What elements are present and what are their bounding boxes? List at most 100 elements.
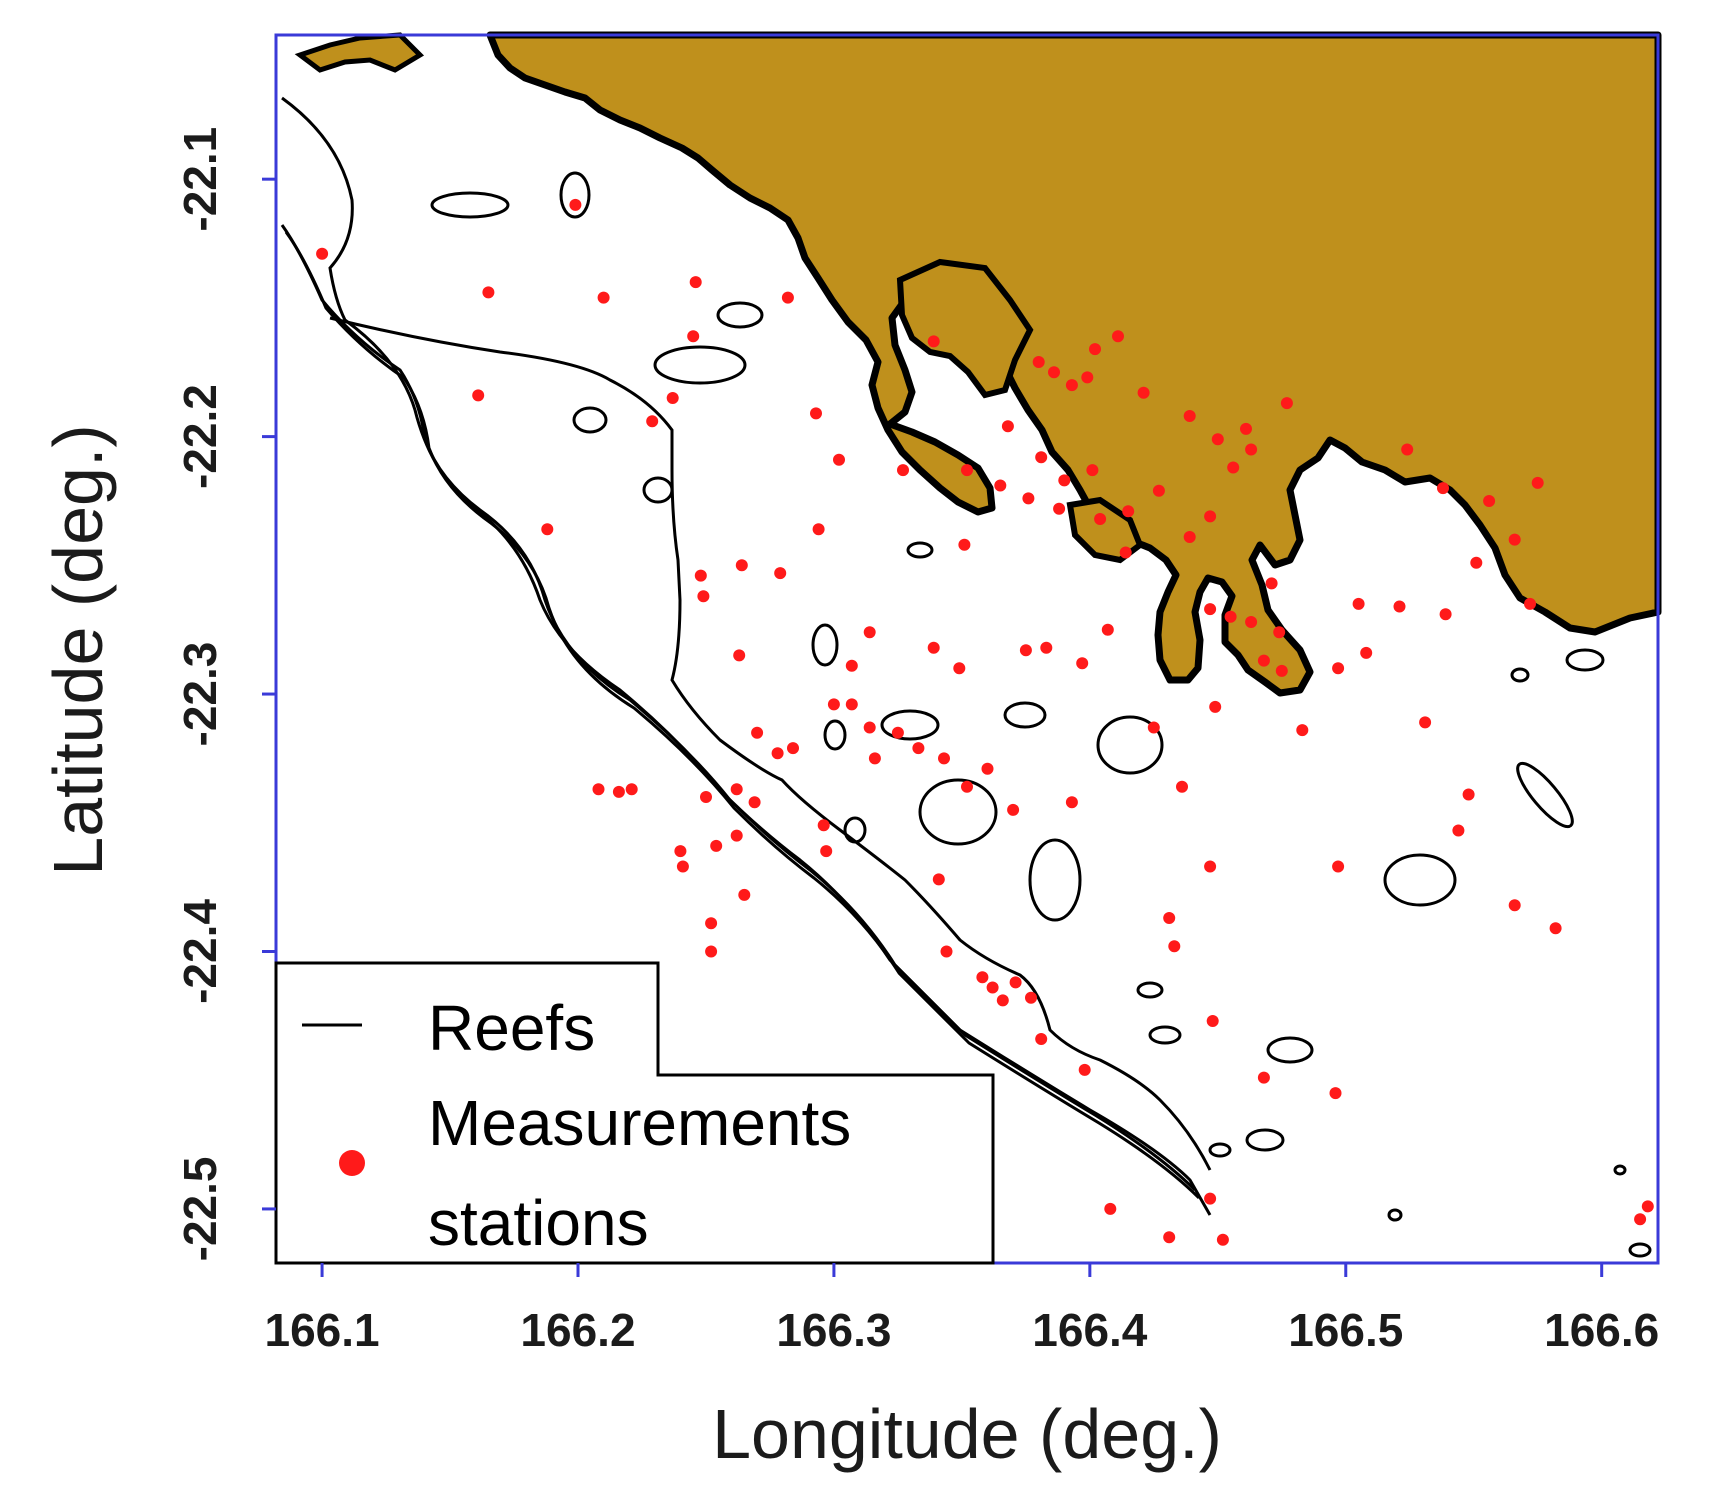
station-point [1245,443,1258,456]
station-point [687,330,700,343]
station-point [1176,780,1188,793]
station-point [612,785,625,798]
station-point [676,860,689,873]
station-point [1216,1233,1229,1246]
station-point [1452,824,1465,837]
station-point [1257,654,1270,667]
station-point [845,698,858,711]
station-point [472,389,485,402]
station-point [694,569,707,582]
y-tick-label: -22.4 [174,899,226,1004]
station-point [1204,860,1217,873]
station-point [845,659,858,672]
station-point [787,742,799,755]
station-point [1245,616,1258,628]
station-point [1265,577,1278,590]
station-point [1211,433,1224,446]
station-point [666,392,679,404]
station-point [994,479,1007,492]
barrier-reef [280,96,1212,1216]
station-point [738,888,751,901]
station-point [1641,1200,1654,1213]
station-point [953,662,966,675]
station-point [1119,546,1132,559]
station-point [1022,492,1035,505]
station-point [735,559,748,572]
station-point [1053,502,1066,515]
station-point [976,971,989,984]
station-point [1483,495,1496,507]
station-point [730,829,743,842]
station-point [781,291,794,304]
station-point [1032,356,1045,368]
legend-station-swatch [339,1150,365,1176]
station-point [1065,796,1078,809]
station-point [981,762,994,775]
x-axis: 166.1 166.2 166.3 166.4 166.5 166.6 [265,1263,1659,1356]
y-tick-label: -22.2 [174,384,226,489]
station-point [1076,657,1089,670]
station-point [1240,422,1252,435]
station-point [751,726,764,739]
station-point [961,464,973,477]
station-point [1439,608,1452,621]
station-point [1360,646,1373,659]
station-point [1204,1192,1217,1205]
station-point [820,845,833,858]
station-point [625,783,638,796]
station-point [1206,1015,1219,1027]
station-point [863,626,876,639]
station-point [1296,724,1309,737]
station-point [1009,976,1022,989]
station-point [646,415,659,428]
station-point [710,839,723,852]
station-point [1137,386,1150,399]
station-point [733,649,746,662]
x-tick-label: 166.4 [1032,1304,1148,1356]
x-tick-label: 166.3 [776,1304,891,1356]
station-point [1332,860,1345,873]
station-point [1275,664,1288,677]
x-axis-title: Longitude (deg.) [712,1395,1222,1473]
station-point [1147,721,1160,734]
station-point [1163,1231,1176,1244]
x-tick-label: 166.5 [1288,1304,1403,1356]
station-point [705,917,718,930]
station-point [774,567,787,580]
station-point [961,780,973,793]
station-point [1224,610,1237,623]
station-point [827,698,840,711]
station-point [1001,420,1014,433]
station-point [541,523,554,536]
y-tick-label: -22.1 [174,127,226,232]
station-point [1112,330,1124,343]
station-point [1019,644,1032,657]
station-point [1040,641,1053,654]
station-point [1168,940,1181,953]
station-point [912,742,925,755]
station-point [482,286,495,299]
station-point [1122,505,1135,518]
station-point [958,538,971,551]
station-point [1273,626,1286,639]
station-point [1462,788,1475,801]
station-point [1204,510,1217,523]
station-point [812,523,825,536]
station-point [1007,803,1020,816]
station-point [1280,397,1293,410]
x-tick-label: 166.1 [265,1304,380,1356]
station-point [897,464,909,477]
station-point [1183,410,1196,422]
station-point [1634,1213,1647,1226]
station-point [1101,623,1114,636]
station-point [810,407,822,420]
station-point [927,335,940,348]
station-point [891,726,904,739]
station-point [748,796,761,809]
legend-box [274,961,995,1265]
station-point [674,845,687,858]
station-point [1104,1202,1117,1215]
station-point [1035,1033,1048,1045]
station-point [1524,597,1536,610]
